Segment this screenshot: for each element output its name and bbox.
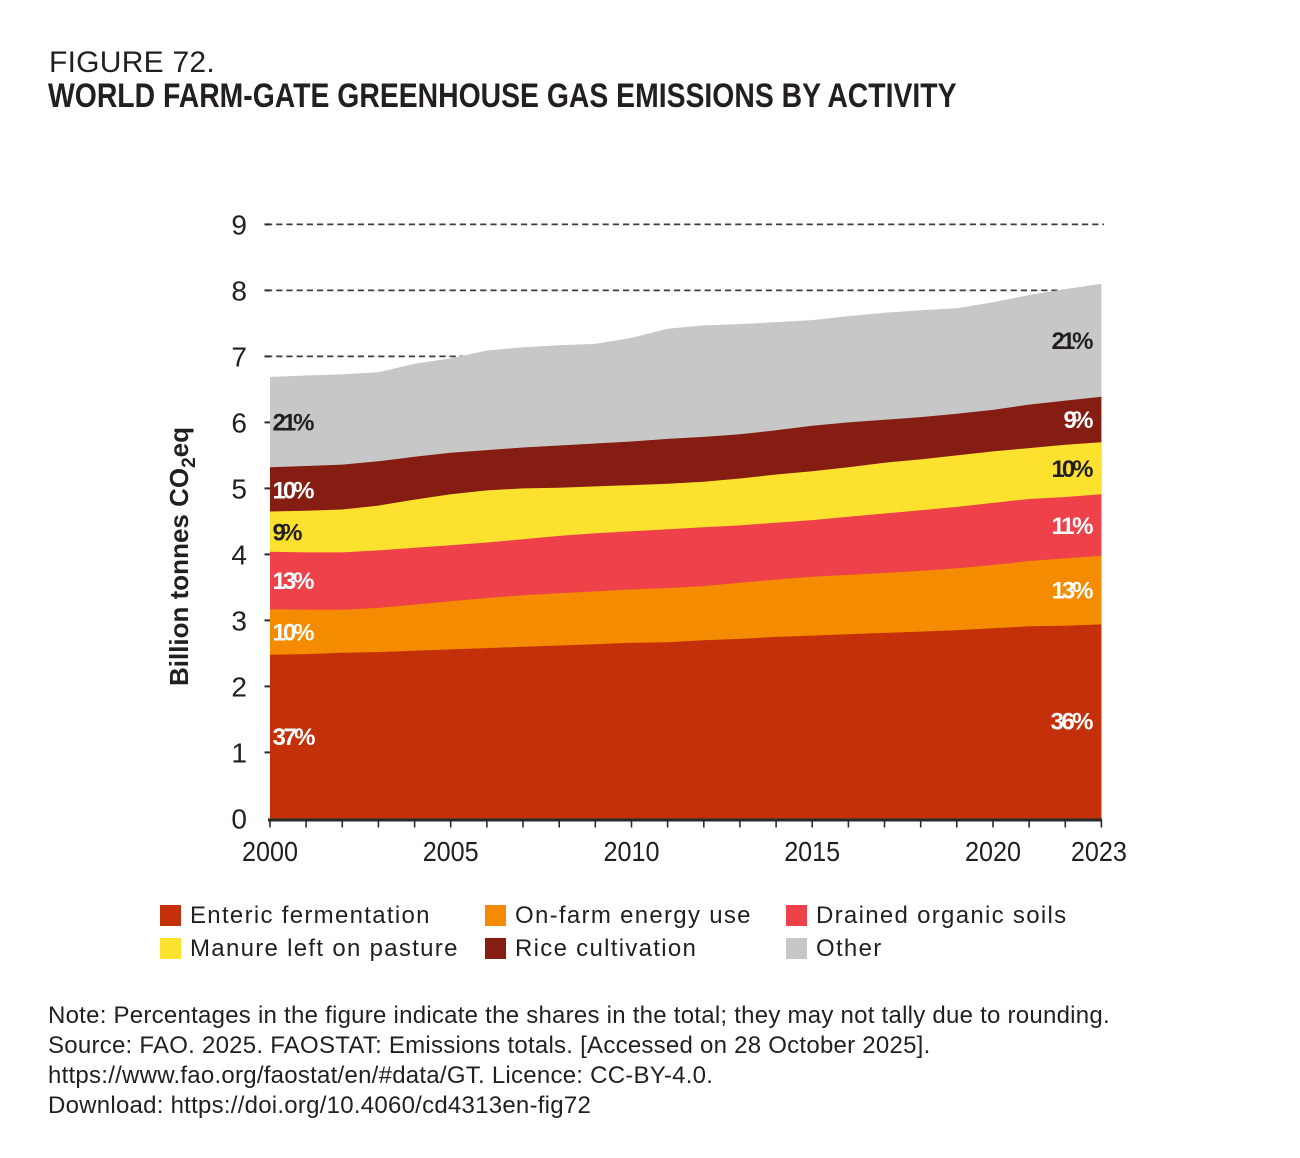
svg-text:5: 5 [231,473,247,504]
svg-text:10%: 10% [273,477,315,504]
svg-text:Billion tonnes CO2eq: Billion tonnes CO2eq [164,427,200,686]
svg-text:36%: 36% [1051,709,1094,736]
svg-text:8: 8 [231,275,247,306]
svg-text:2023: 2023 [1071,836,1127,867]
svg-text:1: 1 [231,737,247,768]
svg-text:9%: 9% [1064,407,1094,434]
svg-text:13%: 13% [273,568,315,595]
svg-text:10%: 10% [273,620,315,647]
svg-text:2000: 2000 [242,836,298,867]
svg-text:21%: 21% [1052,328,1094,355]
svg-text:13%: 13% [1052,578,1094,605]
svg-text:2005: 2005 [423,836,479,867]
svg-text:9: 9 [231,209,247,240]
svg-text:37%: 37% [273,724,316,751]
svg-text:6: 6 [231,407,247,438]
svg-text:7: 7 [231,341,247,372]
svg-text:9%: 9% [273,520,303,547]
svg-text:4: 4 [231,539,247,570]
svg-text:11%: 11% [1052,513,1094,540]
svg-text:21%: 21% [273,409,315,436]
svg-text:3: 3 [231,605,247,636]
svg-text:2020: 2020 [965,836,1021,867]
svg-text:10%: 10% [1052,456,1094,483]
svg-text:2010: 2010 [604,836,660,867]
svg-text:2015: 2015 [784,836,840,867]
svg-text:0: 0 [231,803,247,834]
svg-text:2: 2 [231,671,247,702]
